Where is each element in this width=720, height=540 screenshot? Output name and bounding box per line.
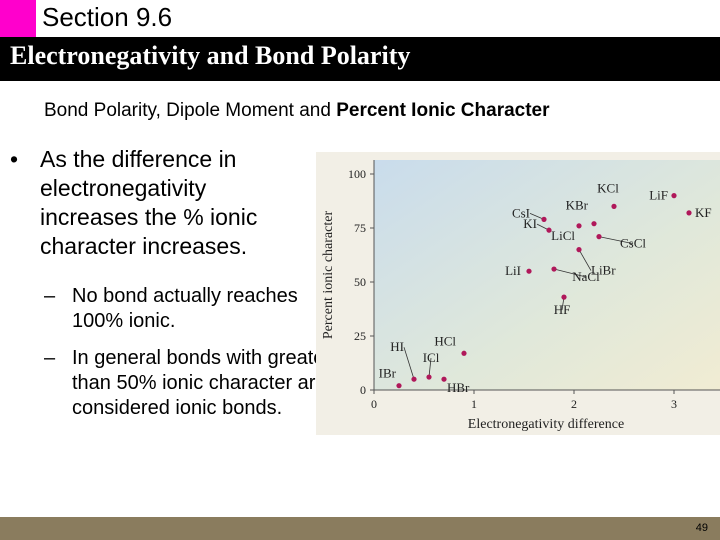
point-label: KBr (566, 198, 589, 213)
data-point (461, 350, 467, 356)
data-point (561, 294, 567, 300)
sub-bullet-marker: – (44, 285, 56, 307)
point-label: KI (523, 216, 537, 231)
subtitle-normal-text: Bond Polarity, Dipole Moment and (44, 100, 337, 121)
data-point (396, 383, 402, 389)
leader-line (428, 357, 432, 378)
data-point (671, 193, 677, 199)
sub-bullet-text: In general bonds with greater than 50% i… (72, 347, 332, 419)
data-point (591, 221, 597, 227)
slide-subtitle: Bond Polarity, Dipole Moment and Percent… (44, 100, 550, 122)
leader-line (598, 236, 634, 245)
y-axis-label: Percent ionic character (321, 211, 336, 340)
data-point (426, 374, 432, 380)
data-point (526, 268, 532, 274)
y-tick-label: 75 (354, 221, 366, 235)
point-label: HBr (447, 380, 470, 395)
point-label: ICl (423, 350, 440, 365)
sub-bullet-text: No bond actually reaches 100% ionic. (72, 285, 298, 332)
data-point (546, 227, 552, 233)
x-axis-label: Electronegativity difference (468, 417, 624, 432)
point-label: HCl (434, 333, 456, 348)
data-point (551, 266, 557, 272)
data-point (576, 223, 582, 229)
section-strip: Section 9.6 (0, 0, 720, 37)
section-label: Section 9.6 (42, 2, 173, 32)
y-tick-label: 100 (348, 167, 366, 181)
page-number: 49 (695, 522, 708, 534)
leader-line (403, 347, 415, 380)
footer-bar: 49 (0, 517, 720, 540)
x-tick-label: 1 (471, 397, 477, 411)
data-point (686, 210, 692, 216)
point-label: LiF (649, 188, 668, 203)
y-tick-label: 0 (360, 383, 366, 397)
point-label: NaCl (572, 269, 600, 284)
data-point (611, 203, 617, 209)
point-label: KF (695, 205, 712, 220)
point-label: CsCl (620, 236, 646, 251)
leader-line (578, 249, 592, 271)
data-point (541, 216, 547, 222)
x-tick-label: 3 (671, 397, 677, 411)
x-tick-label: 2 (571, 397, 577, 411)
title-bar: Electronegativity and Bond Polarity (0, 37, 720, 81)
leader-lines (403, 212, 634, 380)
y-tick-label: 50 (354, 275, 366, 289)
slide-title: Electronegativity and Bond Polarity (10, 41, 411, 70)
point-label: IBr (379, 366, 397, 381)
data-point (596, 234, 602, 240)
point-label: LiBr (591, 263, 616, 278)
point-label: KCl (597, 180, 619, 195)
sub-bullet-marker: – (44, 347, 56, 369)
subtitle-bold-text: Percent Ionic Character (336, 100, 550, 121)
point-label: HI (390, 339, 404, 354)
data-point (411, 376, 417, 382)
x-tick-label: 0 (371, 397, 377, 411)
point-labels: IBr HI ICl HBr HCl HF LiI NaCl KI LiBr CsI LiCl KBr C… (379, 180, 712, 395)
bullet-text: As the difference in electronegativity i… (40, 146, 258, 259)
plot-area (374, 160, 720, 390)
data-point (441, 376, 447, 382)
ticks-layer: 0 25 50 75 100 0 1 2 3 (348, 167, 677, 411)
data-point (576, 247, 582, 253)
point-label: HF (554, 302, 571, 317)
section-accent-block (0, 0, 36, 37)
chart-svg: 0 25 50 75 100 0 1 2 3 IBr HI ICl HBr HCl HF LiI NaCl KI… (316, 152, 720, 435)
bullet-marker: • (10, 146, 19, 172)
point-label: CsI (512, 205, 530, 220)
ionic-character-chart: 0 25 50 75 100 0 1 2 3 IBr HI ICl HBr HCl HF LiI NaCl KI… (316, 152, 720, 435)
point-label: LiCl (551, 228, 575, 243)
point-label: LiI (505, 263, 521, 278)
leader-line (553, 268, 587, 278)
y-tick-label: 25 (354, 329, 366, 343)
data-points (396, 193, 692, 389)
